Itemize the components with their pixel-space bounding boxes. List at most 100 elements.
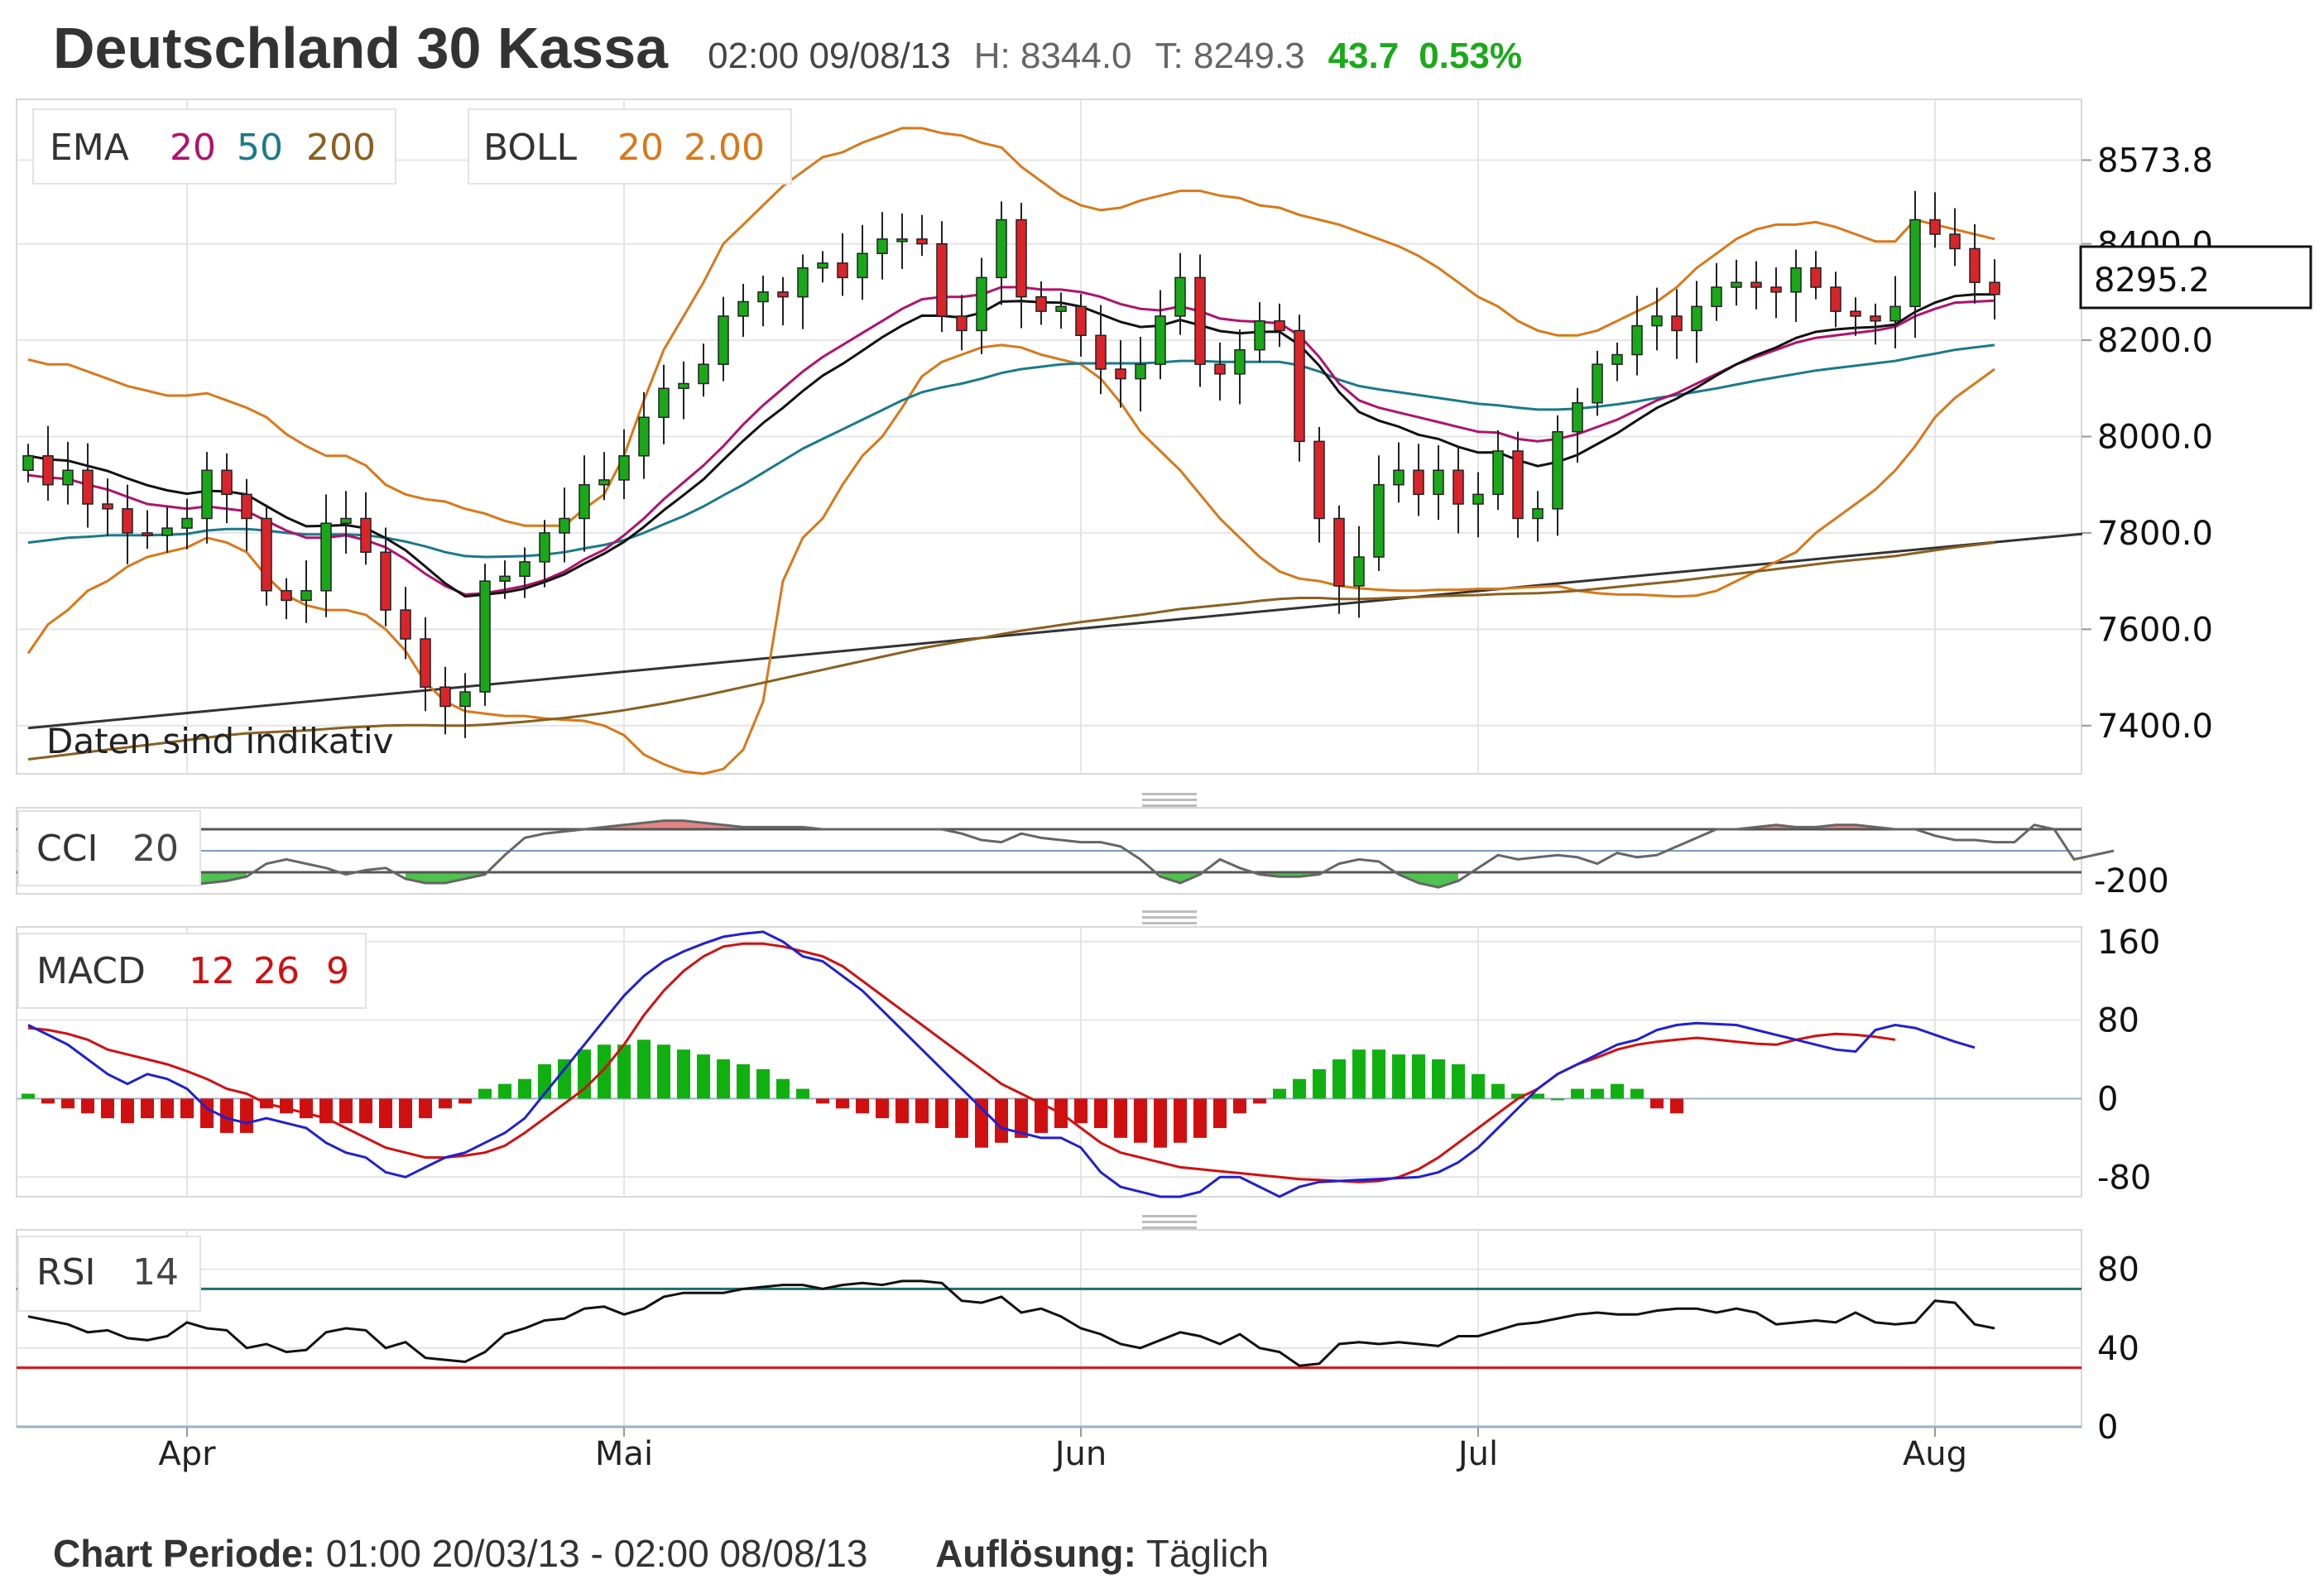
candle-down	[1750, 281, 1762, 288]
macd-histogram-bar	[419, 1098, 432, 1119]
candle-up	[1592, 363, 1603, 404]
candle-up	[201, 469, 213, 520]
rsi-panel-frame	[16, 1229, 2082, 1428]
candle-down	[1035, 295, 1047, 312]
boll-legend[interactable]: BOLL 20 2.00	[468, 108, 792, 185]
candle-down	[1870, 315, 1881, 322]
cci-line	[27, 819, 2115, 889]
candle-down	[1016, 218, 1027, 298]
candle-down	[360, 517, 372, 553]
candle-up	[181, 517, 193, 529]
candle-up	[579, 483, 590, 520]
candle-down	[1333, 517, 1345, 587]
candle-up	[1373, 483, 1385, 558]
macd-histogram-bar	[1650, 1098, 1664, 1109]
macd-legend-name: MACD	[36, 950, 146, 992]
indicative-note: Daten sind indikativ	[46, 721, 393, 761]
candle-down	[82, 469, 94, 505]
candle-down	[916, 238, 928, 245]
current-price-label: 8295.2	[2094, 262, 2210, 300]
macd-histogram-bar	[1174, 1098, 1187, 1143]
candle-down	[1969, 247, 1981, 283]
candle-up	[1433, 469, 1444, 496]
candle-up	[559, 517, 570, 534]
candle-down	[1671, 315, 1683, 332]
panel-resize-handle[interactable]	[1142, 793, 1197, 795]
cci-oversold-fill	[425, 872, 445, 883]
candle-up	[817, 262, 828, 269]
y-tick-label: 8200.0	[2097, 322, 2213, 360]
candle-down	[1313, 440, 1325, 520]
ema20-line	[27, 286, 1995, 596]
panel-resize-handle[interactable]	[1142, 910, 1197, 913]
panel-resize-handle-line	[1142, 922, 1197, 924]
macd-histogram-bar	[816, 1098, 829, 1104]
resolution-label: Auflösung:	[935, 1532, 1136, 1575]
macd-histogram-bar	[1313, 1068, 1326, 1099]
y-tick-label: 8573.8	[2097, 142, 2213, 180]
candle-down	[261, 517, 272, 592]
candle-up	[459, 691, 471, 708]
candle-down	[1194, 276, 1206, 365]
rsi-legend-name: RSI	[36, 1251, 95, 1294]
ema-legend[interactable]: EMA 20 50 200	[32, 108, 396, 185]
macd-histogram-bar	[856, 1098, 869, 1114]
trendline[interactable]	[27, 532, 2083, 730]
candle-up	[797, 267, 809, 298]
candle-down	[42, 455, 54, 486]
chart-canvas[interactable]: 7400.07600.07800.08000.08200.08400.08573…	[0, 0, 2324, 1523]
candle-up	[976, 276, 987, 332]
ema-legend-p2: 50	[237, 127, 283, 169]
y-tick-label: 7600.0	[2097, 611, 2213, 649]
candle-up	[658, 387, 670, 418]
macd-histogram-bar	[478, 1088, 492, 1099]
cci-panel[interactable]: CCI 20 -200	[16, 807, 2169, 900]
candle-up	[1611, 353, 1623, 365]
macd-histogram-bar	[280, 1098, 293, 1114]
candle-up	[1631, 324, 1643, 356]
candle-up	[1254, 320, 1265, 351]
candle-down	[1512, 450, 1524, 520]
macd-legend-p1: 12	[189, 950, 235, 992]
candle-down	[1810, 267, 1822, 288]
macd-histogram-bar	[1273, 1088, 1286, 1099]
macd-histogram-bar	[1571, 1088, 1584, 1099]
boll-legend-p1: 20	[617, 127, 664, 169]
candle-up	[1651, 315, 1663, 327]
candle-down	[1770, 286, 1782, 293]
macd-histogram-bar	[955, 1098, 968, 1138]
current-price-tag	[2079, 245, 2312, 310]
macd-histogram-bar	[1193, 1098, 1207, 1138]
macd-histogram-bar	[498, 1083, 511, 1099]
candle-up	[1353, 556, 1365, 587]
price-panel[interactable]: 7400.07600.07800.08000.08200.08400.08573…	[16, 98, 2312, 775]
macd-histogram-bar	[617, 1044, 631, 1099]
candle-down	[1294, 329, 1305, 443]
macd-histogram-bar	[876, 1098, 889, 1119]
macd-histogram-bar	[1491, 1083, 1505, 1099]
candle-down	[1214, 363, 1226, 375]
macd-histogram-bar	[1630, 1088, 1644, 1099]
macd-panel[interactable]: -80 0 80 160 MACD 12 26 9	[16, 924, 2160, 1198]
macd-histogram-bar	[756, 1068, 770, 1099]
macd-histogram-bar	[1213, 1098, 1227, 1129]
boll-legend-p2: 2.00	[684, 127, 765, 169]
y-tick-label: 7400.0	[2097, 708, 2213, 746]
candle-up	[638, 416, 650, 457]
period-label: Chart Periode:	[53, 1532, 315, 1575]
macd-line	[27, 930, 1976, 1198]
macd-histogram-bar	[22, 1093, 35, 1099]
x-tick-label: Jul	[1456, 1435, 1498, 1473]
macd-legend-p2: 26	[253, 950, 300, 992]
candle-up	[678, 382, 689, 390]
panel-resize-handle[interactable]	[1142, 1215, 1197, 1217]
candle-up	[161, 527, 173, 536]
candle-down	[221, 469, 233, 496]
rsi-panel[interactable]: 0 40 80 RSI 14	[16, 1229, 2139, 1447]
candle-down	[1989, 281, 2000, 295]
moving-average-line	[27, 293, 1995, 598]
macd-histogram-bar	[1472, 1073, 1485, 1099]
candle-up	[340, 517, 352, 525]
candle-up	[996, 218, 1007, 279]
boll-legend-box	[468, 108, 792, 185]
